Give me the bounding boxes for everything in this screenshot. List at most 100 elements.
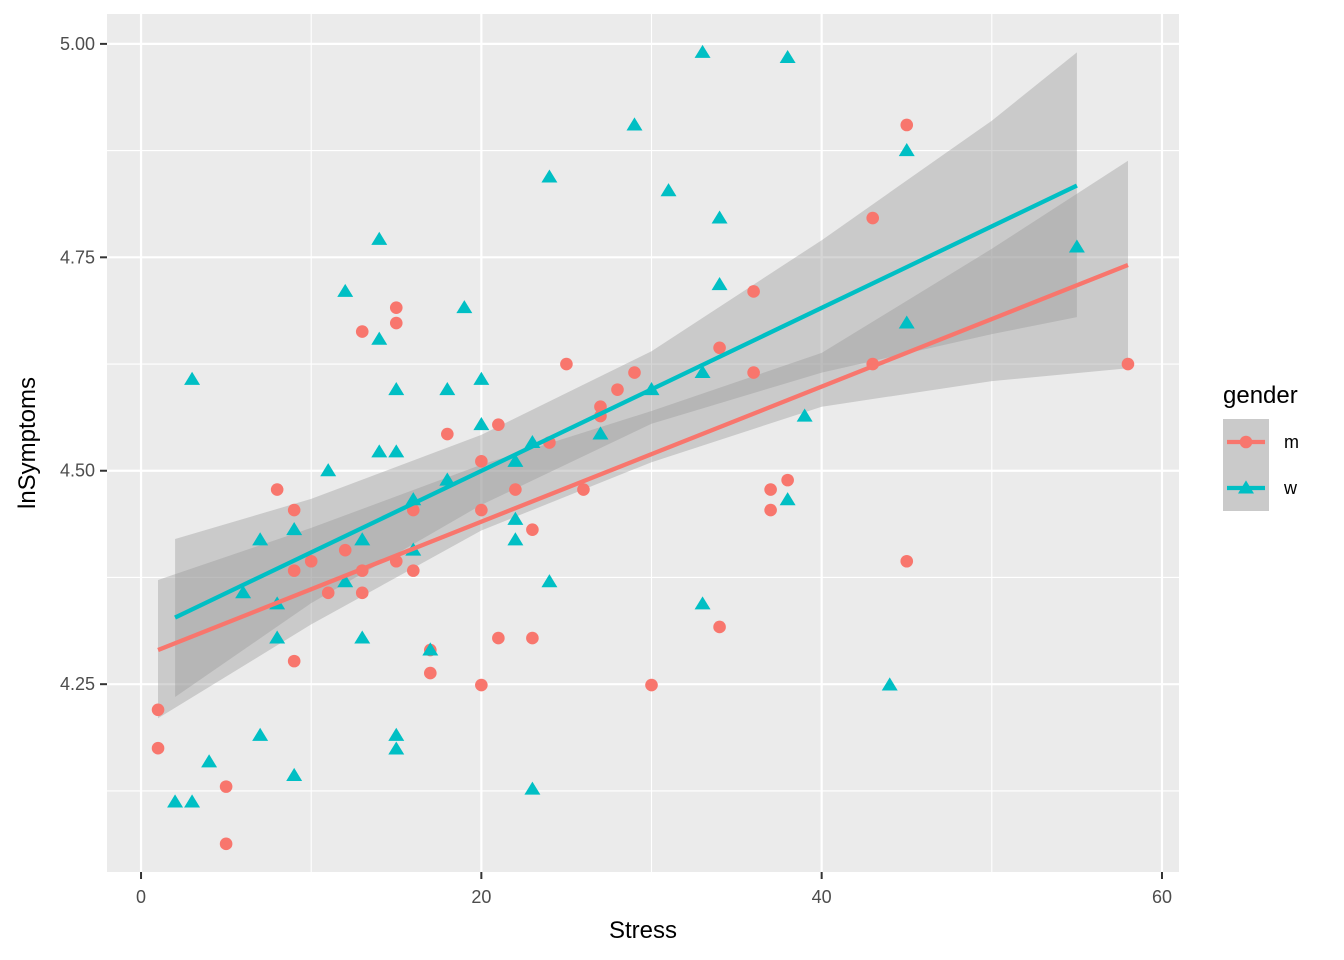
point-w [473, 417, 490, 431]
point-w [388, 444, 405, 458]
point-m [900, 118, 914, 132]
point-m [287, 564, 301, 577]
point-w [694, 44, 711, 58]
y-axis-title: lnSymptoms [14, 377, 41, 509]
fit-line-w [174, 183, 1078, 620]
point-m [287, 503, 301, 517]
point-m [713, 341, 726, 355]
point-w [592, 426, 609, 440]
y-tick-label: 4.25 [60, 674, 95, 694]
x-tick-label: 20 [471, 887, 491, 907]
point-w [456, 300, 473, 314]
point-m [492, 631, 505, 645]
legend-key-marker-m [1239, 435, 1253, 449]
x-axis: 0 20 40 60 [136, 872, 1172, 907]
point-m [747, 366, 760, 379]
panel-background [107, 14, 1179, 872]
point-w [371, 331, 388, 345]
point-w [439, 472, 456, 486]
point-w [626, 117, 643, 131]
point-m [441, 427, 454, 441]
point-m [781, 473, 794, 487]
point-m [304, 554, 318, 568]
point-w [371, 444, 388, 458]
point-w [286, 767, 303, 782]
point-w [371, 231, 388, 245]
y-tick-label: 4.50 [60, 461, 95, 481]
point-m [475, 678, 488, 692]
point-m [389, 301, 403, 314]
point-m [424, 666, 437, 680]
point-w [898, 142, 915, 157]
point-m [492, 418, 505, 431]
x-tick-label: 60 [1152, 887, 1172, 907]
point-m [475, 455, 488, 468]
point-w [184, 371, 201, 385]
point-w [337, 283, 354, 297]
point-m [321, 586, 335, 600]
x-tick-label: 40 [812, 887, 832, 907]
legend-key-marker-w [1238, 480, 1254, 494]
data-points [151, 44, 1135, 851]
y-tick-label: 5.00 [60, 34, 95, 54]
point-w [320, 463, 337, 477]
y-tick-label: 4.75 [60, 247, 95, 267]
point-m [628, 366, 641, 379]
legend-label-w: w [1283, 478, 1298, 498]
point-w [388, 727, 405, 741]
point-m [509, 483, 522, 496]
point-w [711, 210, 728, 224]
point-m [713, 620, 726, 634]
point-w [235, 585, 252, 599]
point-m [406, 564, 420, 577]
point-m [645, 678, 658, 692]
point-m [577, 483, 590, 496]
point-m [526, 523, 539, 536]
point-w [354, 532, 371, 546]
point-w [796, 408, 813, 422]
major-gridlines [107, 14, 1179, 872]
point-m [338, 543, 352, 557]
point-w [898, 315, 915, 329]
point-m [764, 483, 777, 496]
legend: gender m w [1223, 382, 1299, 511]
y-axis: 4.25 4.50 4.75 5.00 [60, 34, 107, 694]
point-m [560, 357, 573, 371]
point-w [201, 754, 218, 768]
point-w [507, 511, 524, 525]
point-w [473, 371, 490, 385]
point-w [694, 364, 711, 379]
legend-label-m: m [1284, 432, 1299, 452]
fit-line-m [157, 262, 1129, 653]
point-w [507, 453, 524, 467]
point-w [337, 574, 354, 588]
point-w [252, 727, 269, 741]
point-m [900, 554, 914, 568]
legend-title: gender [1223, 382, 1298, 409]
point-w [507, 532, 524, 546]
point-w [524, 781, 541, 795]
point-w [388, 382, 405, 396]
point-m [151, 741, 165, 755]
point-m [526, 631, 539, 645]
point-m [219, 837, 233, 851]
point-w [167, 794, 184, 808]
confidence-bands [158, 52, 1128, 719]
point-w [422, 642, 439, 656]
point-w [660, 183, 677, 197]
point-w [354, 630, 371, 644]
point-m [151, 703, 165, 717]
point-w [252, 532, 269, 546]
point-w [184, 794, 201, 808]
confidence-band-w [175, 52, 1077, 697]
point-w [286, 522, 303, 536]
point-m [747, 285, 760, 298]
point-w [541, 574, 558, 588]
point-w [1068, 239, 1085, 253]
point-w [439, 382, 456, 396]
minor-gridlines [107, 14, 1179, 872]
point-m [611, 383, 624, 396]
point-m [270, 483, 284, 496]
point-w [881, 677, 898, 691]
